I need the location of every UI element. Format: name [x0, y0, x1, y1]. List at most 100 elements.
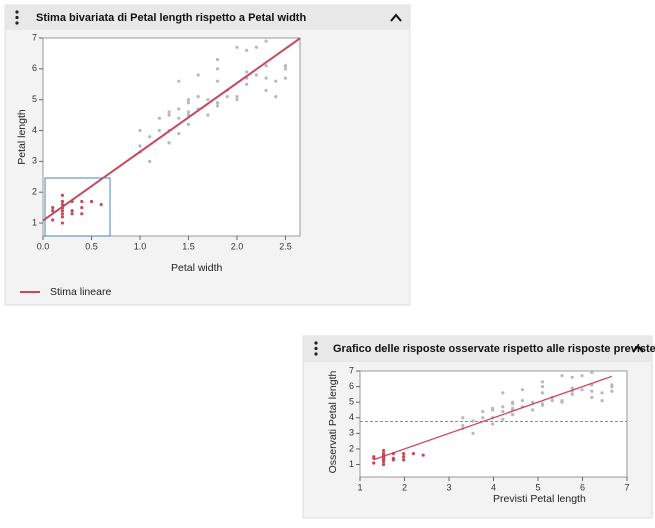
point: [381, 459, 386, 464]
point: [540, 391, 545, 395]
point: [264, 88, 268, 93]
x-tick-label: 6: [580, 482, 585, 492]
point: [501, 409, 505, 414]
fit-line: [373, 375, 613, 461]
point: [501, 417, 505, 421]
x-tick-label: 4: [491, 482, 496, 492]
collapse-icon[interactable]: [390, 13, 402, 22]
point: [157, 128, 161, 133]
point: [402, 452, 406, 456]
point: [235, 94, 239, 99]
selection-box: [44, 177, 111, 237]
point: [540, 380, 545, 384]
x-tick-label: 2.5: [279, 241, 292, 251]
point: [186, 101, 191, 105]
point: [501, 391, 505, 395]
point: [60, 193, 64, 197]
point: [511, 413, 515, 417]
point: [411, 452, 415, 456]
y-tick-label: 4: [32, 125, 37, 135]
point: [580, 374, 584, 378]
point: [99, 202, 103, 207]
point: [580, 388, 584, 392]
y-tick-label: 5: [32, 94, 37, 104]
point: [186, 122, 191, 126]
point: [391, 458, 395, 462]
point: [471, 419, 475, 423]
point: [177, 79, 181, 83]
point: [245, 82, 249, 86]
point: [560, 400, 564, 404]
point: [540, 402, 545, 406]
point: [511, 400, 515, 404]
point: [225, 94, 229, 99]
point: [264, 76, 268, 80]
point: [196, 94, 200, 99]
point: [254, 45, 258, 49]
y-tick-label: 7: [349, 365, 354, 375]
point: [206, 113, 210, 117]
collapse-icon[interactable]: [632, 344, 644, 353]
point: [80, 199, 84, 204]
point: [600, 399, 604, 403]
point: [235, 98, 239, 102]
x-tick-label: 1: [357, 482, 362, 492]
point: [402, 455, 406, 459]
point: [196, 73, 200, 77]
point: [264, 39, 268, 43]
point: [177, 132, 181, 136]
point: [177, 116, 181, 120]
point: [471, 431, 475, 435]
y-tick-label: 6: [32, 63, 37, 73]
point: [215, 101, 220, 105]
point: [51, 209, 55, 213]
y-axis-title: Osservati Petal length: [327, 370, 339, 473]
point: [138, 144, 142, 148]
point: [215, 104, 220, 108]
point: [540, 384, 545, 389]
point: [70, 209, 74, 213]
panel-header: [5, 5, 410, 30]
point: [167, 113, 171, 117]
y-tick-label: 2: [349, 443, 354, 453]
panel-header: [303, 336, 652, 362]
point: [520, 388, 525, 392]
x-axis-title: Petal width: [171, 262, 223, 274]
y-tick-label: 3: [349, 428, 354, 438]
point: [590, 370, 594, 375]
point: [60, 221, 64, 225]
fit-line: [42, 37, 301, 222]
menu-icon[interactable]: [15, 10, 19, 25]
point: [60, 199, 64, 204]
point: [570, 375, 574, 379]
point: [283, 76, 288, 80]
point: [590, 389, 594, 393]
point: [51, 218, 55, 222]
point: [610, 389, 614, 393]
point: [590, 395, 594, 400]
point: [89, 199, 94, 204]
panel-title: Stima bivariata di Petal length rispetto…: [36, 12, 306, 24]
point: [531, 408, 535, 412]
point: [570, 392, 574, 396]
point: [283, 64, 288, 68]
point: [600, 391, 604, 395]
x-tick-label: 7: [624, 482, 629, 492]
point: [283, 67, 288, 71]
point: [254, 73, 258, 77]
y-tick-label: 1: [32, 217, 37, 227]
point: [501, 405, 505, 409]
point: [491, 406, 495, 411]
point: [80, 206, 84, 210]
point: [177, 107, 181, 111]
point: [51, 206, 55, 210]
point: [186, 98, 191, 102]
point: [167, 110, 171, 114]
point: [138, 128, 142, 133]
menu-icon[interactable]: [314, 341, 318, 356]
point: [461, 423, 465, 428]
point: [148, 135, 152, 139]
point: [274, 94, 278, 99]
point: [481, 409, 485, 414]
